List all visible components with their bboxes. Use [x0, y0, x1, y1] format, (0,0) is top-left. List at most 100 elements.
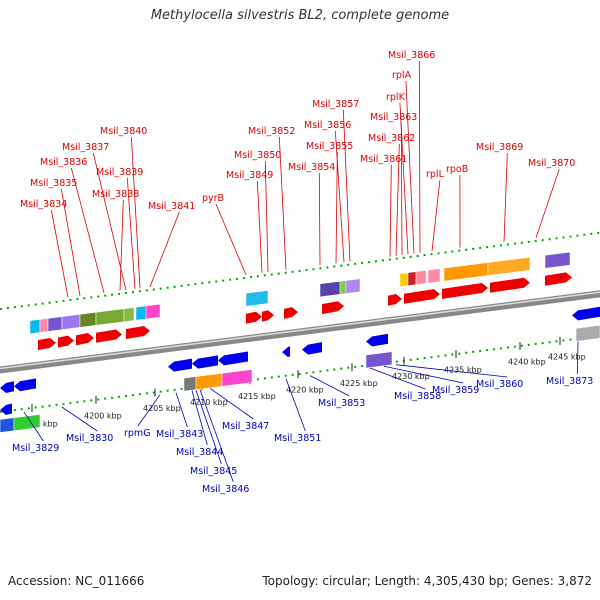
reverse-label-msil-3860: Msil_3860 — [476, 379, 523, 390]
forward-feature-block-4 — [79, 312, 97, 328]
forward-ruler — [0, 231, 600, 310]
leader-line-msil-3860 — [395, 364, 508, 378]
forward-feature-block-14 — [407, 271, 417, 286]
reverse-label-msil-3844: Msil_3844 — [176, 447, 223, 458]
forward-label-rpob: rpoB — [446, 164, 468, 175]
genome-stats-text: Topology: circular; Length: 4,305,430 bp… — [262, 574, 592, 588]
reverse-feature-block-2 — [221, 369, 253, 387]
reverse-gene-arrow-0 — [0, 381, 14, 393]
forward-label-msil-3840: Msil_3840 — [100, 126, 147, 137]
leader-line-msil-3847 — [209, 388, 254, 420]
leader-line-msil-3851 — [285, 378, 306, 432]
scale-tick-label-5: 4220 kbp — [286, 386, 324, 395]
forward-label-pyrb: pyrB — [202, 193, 224, 204]
leader-line-msil-3873 — [576, 341, 579, 375]
forward-gene-arrow-3 — [96, 329, 122, 343]
reverse-label-msil-3847: Msil_3847 — [222, 421, 269, 432]
forward-feature-block-17 — [443, 262, 489, 282]
leader-line-msil-3830 — [61, 406, 98, 432]
forward-gene-arrow-9 — [388, 293, 402, 306]
reverse-feature-block-5 — [0, 417, 15, 433]
leader-line-msil-3839 — [126, 177, 136, 289]
leader-line-msil-3869 — [503, 152, 508, 243]
forward-feature-block-5 — [95, 308, 125, 326]
leader-line-msil-3854 — [318, 172, 321, 266]
leader-line-rpmg — [137, 394, 161, 427]
forward-feature-block-1 — [39, 318, 49, 333]
forward-label-msil-3855: Msil_3855 — [306, 141, 353, 152]
forward-label-rpla: rplA — [392, 70, 412, 81]
leader-line-msil-3870 — [535, 168, 560, 239]
leader-line-msil-3844 — [191, 390, 208, 446]
leader-line-msil-3840 — [130, 136, 141, 289]
leader-line-msil-3843 — [175, 392, 188, 428]
forward-label-msil-3834: Msil_3834 — [20, 199, 67, 210]
reverse-feature-block-0 — [183, 376, 197, 392]
forward-gene-arrow-1 — [58, 335, 74, 348]
scale-tick-label-9: 4240 kbp — [508, 357, 546, 366]
leader-line-msil-3866 — [418, 60, 421, 253]
forward-label-msil-3869: Msil_3869 — [476, 142, 523, 153]
leader-line-msil-3863 — [400, 122, 403, 255]
reverse-label-msil-3858: Msil_3858 — [394, 391, 441, 402]
backbone-line — [0, 290, 600, 374]
leader-line-msil-3836 — [70, 167, 105, 293]
leader-line-msil-3850 — [264, 160, 269, 272]
reverse-label-msil-3853: Msil_3853 — [318, 398, 365, 409]
leader-line-msil-3846 — [199, 389, 234, 483]
forward-label-msil-3841: Msil_3841 — [148, 201, 195, 212]
forward-label-msil-3838: Msil_3838 — [92, 189, 139, 200]
reverse-label-msil-3845: Msil_3845 — [190, 466, 237, 477]
leader-line-msil-3835 — [60, 188, 81, 296]
leader-line-msil-3859 — [383, 365, 464, 384]
forward-feature-block-16 — [427, 268, 441, 284]
reverse-gene-arrow-2 — [168, 358, 192, 372]
forward-gene-arrow-11 — [442, 283, 488, 299]
leader-line-rplk — [399, 102, 409, 255]
scale-tick-label-3: 4210 kbp — [190, 398, 228, 407]
forward-feature-block-13 — [399, 272, 409, 287]
reverse-label-msil-3873: Msil_3873 — [546, 376, 593, 387]
forward-feature-block-8 — [145, 303, 161, 320]
genome-title: Methylocella silvestris BL2, complete ge… — [150, 8, 450, 23]
forward-gene-arrow-4 — [126, 325, 150, 339]
forward-label-msil-3850: Msil_3850 — [234, 150, 281, 161]
forward-feature-block-19 — [544, 251, 571, 269]
reverse-label-rpmg: rpmG — [124, 428, 151, 439]
scale-tick-label-8: 4235 kbp — [444, 366, 482, 375]
leader-line-msil-3841 — [149, 211, 180, 288]
reverse-gene-arrow-9 — [0, 403, 12, 415]
forward-gene-arrow-8 — [322, 301, 344, 315]
forward-gene-arrow-7 — [284, 307, 298, 319]
forward-label-msil-3837: Msil_3837 — [62, 142, 109, 153]
forward-gene-arrow-12 — [490, 277, 530, 293]
scale-tick-label-4: 4215 kbp — [238, 392, 276, 401]
backbone-highlight — [0, 291, 600, 370]
forward-label-msil-3849: Msil_3849 — [226, 170, 273, 181]
leader-line-pyrb — [215, 203, 247, 275]
leader-line-rpla — [405, 80, 415, 254]
forward-gene-arrow-5 — [246, 311, 262, 324]
leader-line-msil-3861 — [389, 164, 392, 257]
leader-line-msil-3845 — [195, 389, 222, 465]
forward-feature-block-0 — [29, 319, 41, 334]
leader-line-msil-3862 — [395, 143, 400, 256]
scale-tick-label-6: 4225 kbp — [340, 379, 378, 388]
accession-text: Accession: NC_011666 — [8, 574, 145, 588]
forward-label-rpll: rplL — [426, 169, 445, 180]
forward-label-msil-3854: Msil_3854 — [288, 162, 335, 173]
forward-feature-block-12 — [345, 278, 361, 294]
reverse-feature-block-3 — [365, 351, 393, 369]
reverse-gene-arrow-5 — [282, 346, 290, 358]
leader-line-msil-3858 — [369, 367, 426, 390]
scale-tick-label-10: 4245 kbp — [548, 352, 586, 361]
leader-line-msil-3853 — [309, 375, 350, 397]
reverse-gene-arrow-8 — [572, 306, 600, 321]
reverse-label-msil-3843: Msil_3843 — [156, 429, 203, 440]
forward-label-msil-3836: Msil_3836 — [40, 157, 87, 168]
leader-line-rpll — [431, 179, 441, 252]
forward-label-msil-3861: Msil_3861 — [360, 154, 407, 165]
reverse-label-msil-3829: Msil_3829 — [12, 443, 59, 454]
